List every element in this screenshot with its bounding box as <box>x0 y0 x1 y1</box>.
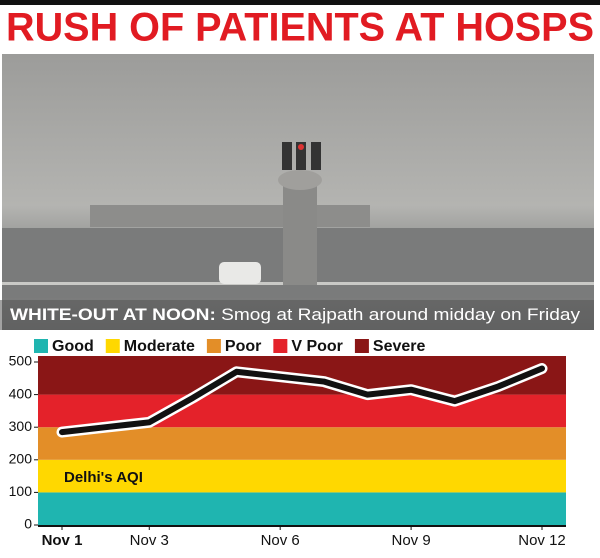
legend-swatch <box>354 339 369 353</box>
y-tick-label: 100 <box>9 483 33 499</box>
legend-label: Good <box>52 338 94 355</box>
car <box>219 262 261 284</box>
photo: WHITE-OUT AT NOON: Smog at Rajpath aroun… <box>0 54 594 330</box>
legend-swatch <box>206 339 221 353</box>
caption: WHITE-OUT AT NOON: Smog at Rajpath aroun… <box>10 305 581 324</box>
legend-label: V Poor <box>291 338 343 355</box>
legend-label: Severe <box>373 338 426 355</box>
post-roof <box>278 170 322 190</box>
legend-swatch <box>34 339 48 353</box>
chart-top-fill <box>38 356 566 362</box>
aqi-band <box>38 427 566 460</box>
police-post <box>283 185 317 285</box>
x-tick-label: Nov 12 <box>518 532 566 549</box>
top-rule <box>0 0 600 5</box>
caption-label: WHITE-OUT AT NOON: <box>10 305 216 324</box>
y-tick-label: 400 <box>9 385 33 401</box>
barrier <box>90 205 370 227</box>
x-tick-label: Nov 6 <box>261 532 300 549</box>
caption-bar <box>0 300 594 330</box>
signal <box>296 142 306 170</box>
headline: RUSH OF PATIENTS AT HOSPS <box>6 6 594 50</box>
legend-label: Poor <box>225 338 261 355</box>
x-tick-label: Nov 1 <box>42 532 83 549</box>
annotation: Delhi's AQI <box>64 469 143 486</box>
y-tick-label: 500 <box>9 353 33 369</box>
y-tick-label: 0 <box>24 516 32 532</box>
aqi-band <box>38 459 566 493</box>
x-tick-label: Nov 9 <box>391 532 430 549</box>
signal <box>311 142 321 170</box>
signal-light <box>298 144 304 150</box>
legend-swatch <box>273 339 288 353</box>
signal <box>282 142 292 170</box>
line <box>59 365 545 436</box>
aqi-band <box>38 492 566 525</box>
chart: Good Moderate Poor V Poor Severe 0 100 200 300 40… <box>9 338 566 549</box>
caption-text: Smog at Rajpath around midday on Friday <box>216 305 581 324</box>
x-tick-label: Nov 3 <box>130 532 169 549</box>
legend-label: Moderate <box>124 338 195 355</box>
y-tick-label: 300 <box>9 418 33 434</box>
y-tick-label: 200 <box>9 451 33 467</box>
legend-swatch <box>105 339 120 353</box>
